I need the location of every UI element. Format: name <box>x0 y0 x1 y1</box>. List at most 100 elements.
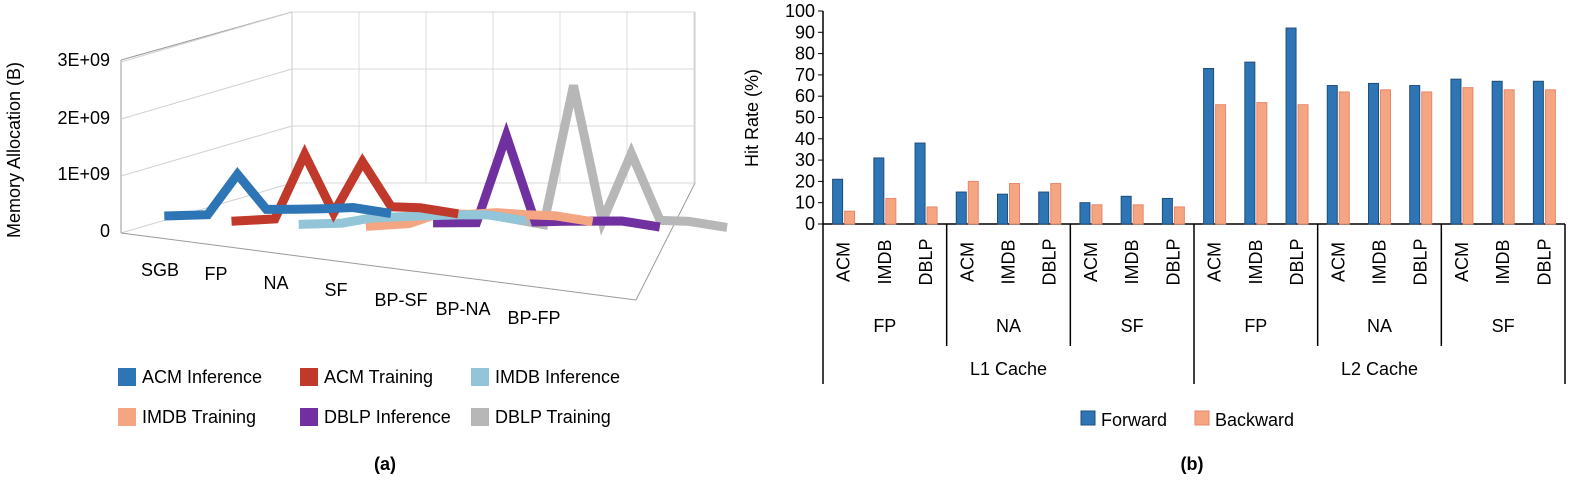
floor-right-edge <box>635 182 696 301</box>
category-label: BP-SF <box>374 290 427 310</box>
category-label: ACM <box>1205 242 1225 282</box>
legend-swatch <box>118 408 136 426</box>
category-label: DBLP <box>916 238 936 285</box>
subgroup-label: FP <box>1244 316 1267 336</box>
bar-backward <box>1462 87 1474 225</box>
subgroup-label: NA <box>996 316 1021 336</box>
series-line-dblp-inference <box>433 121 661 232</box>
bar-forward <box>914 142 926 225</box>
bar-backward <box>1091 204 1103 225</box>
bar-forward <box>1161 197 1173 225</box>
bar-forward <box>955 191 967 225</box>
series-line-imdb-inference <box>298 210 527 229</box>
bar-forward <box>1368 82 1379 225</box>
category-label: IMDB <box>999 240 1019 285</box>
y-axis-label: Memory Allocation (B) <box>4 62 24 238</box>
bar-backward <box>1544 89 1556 225</box>
bar-backward <box>1173 206 1185 225</box>
bar-forward <box>997 193 1008 225</box>
category-label: SGB <box>141 260 179 280</box>
category-label: IMDB <box>1246 240 1266 285</box>
bar-forward <box>873 157 885 225</box>
legend-item: ACM Training <box>300 367 433 387</box>
category-label: ACM <box>957 242 977 282</box>
y-tick-label: 3E+09 <box>57 50 110 70</box>
subgroup-label: FP <box>873 316 896 336</box>
bar-forward <box>1038 191 1050 225</box>
y-tick-label: 1E+09 <box>57 164 110 184</box>
bar-backward <box>1380 89 1391 225</box>
legend-label: DBLP Inference <box>324 407 451 427</box>
y-tick-label: 40 <box>795 129 815 149</box>
bar-backward <box>1050 183 1062 225</box>
legend-label: ACM Training <box>324 367 433 387</box>
y-tick-label: 10 <box>795 193 815 213</box>
y-tick-label: 100 <box>785 1 815 21</box>
y-tick-label: 0 <box>100 221 110 241</box>
series-line-dblp-training <box>499 84 728 236</box>
category-label: BP-FP <box>507 308 560 328</box>
bar-forward <box>1450 78 1462 225</box>
bar-backward <box>967 180 979 225</box>
legend-item: DBLP Inference <box>300 407 451 427</box>
category-label: DBLP <box>1411 238 1431 285</box>
memory-allocation-3d-chart: 0 1E+09 2E+09 3E+09 Memory Allocation (B) SGB… <box>4 11 728 427</box>
bar-forward <box>1120 195 1132 225</box>
category-label: SF <box>324 280 347 300</box>
subgroup-label: NA <box>1367 316 1392 336</box>
legend-item: Forward <box>1080 410 1167 430</box>
legend-label: ACM Inference <box>142 367 262 387</box>
legend-swatch <box>118 368 136 386</box>
legend-item: DBLP Training <box>471 407 611 427</box>
legend-swatch <box>300 368 318 386</box>
bar-backward <box>1009 183 1020 225</box>
caption-a: (a) <box>374 454 396 474</box>
y-tick-label: 0 <box>805 214 815 234</box>
side-wall-gridline <box>120 11 293 63</box>
category-label: IMDB <box>875 240 895 285</box>
legend-label: Backward <box>1215 410 1294 430</box>
legend-swatch <box>300 408 318 426</box>
legend-item: ACM Inference <box>118 367 262 387</box>
floor-front-edge <box>120 232 637 301</box>
group-label: L2 Cache <box>1341 359 1418 379</box>
subgroup-label: SF <box>1492 316 1515 336</box>
y-tick-label: 50 <box>795 108 815 128</box>
bar-backward <box>1215 104 1227 225</box>
bar-forward <box>1532 80 1544 225</box>
bar-forward <box>1244 61 1256 225</box>
category-label: ACM <box>1081 242 1101 282</box>
subgroup-label: SF <box>1121 316 1144 336</box>
bar-forward <box>1326 85 1338 225</box>
bar-forward <box>1203 68 1215 225</box>
legend-label: Forward <box>1101 410 1167 430</box>
bar-backward <box>926 206 938 225</box>
bar-forward <box>1079 202 1091 225</box>
side-wall-gridline <box>120 125 293 177</box>
category-label: NA <box>263 273 288 293</box>
side-wall-gridline <box>120 182 293 234</box>
category-label: ACM <box>1328 242 1348 282</box>
category-label: IMDB <box>1493 240 1513 285</box>
bar-backward <box>1297 104 1309 225</box>
bar-backward <box>1421 91 1433 225</box>
category-label: IMDB <box>1122 240 1142 285</box>
bar-forward <box>1409 85 1421 225</box>
y-tick-label: 30 <box>795 150 815 170</box>
y-tick-label: 60 <box>795 86 815 106</box>
caption-b: (b) <box>1181 454 1204 474</box>
category-label: DBLP <box>1534 238 1554 285</box>
bar-backward <box>1503 89 1515 225</box>
legend-swatch <box>471 408 489 426</box>
legend-swatch <box>1194 410 1210 426</box>
bar-backward <box>1256 102 1268 225</box>
bar-backward <box>1132 204 1144 225</box>
bar-forward <box>1491 80 1503 225</box>
category-label: BP-NA <box>435 299 490 319</box>
bar-forward <box>1285 27 1297 225</box>
bar-backward <box>1338 91 1350 225</box>
legend-label: DBLP Training <box>495 407 611 427</box>
category-label: IMDB <box>1370 240 1390 285</box>
